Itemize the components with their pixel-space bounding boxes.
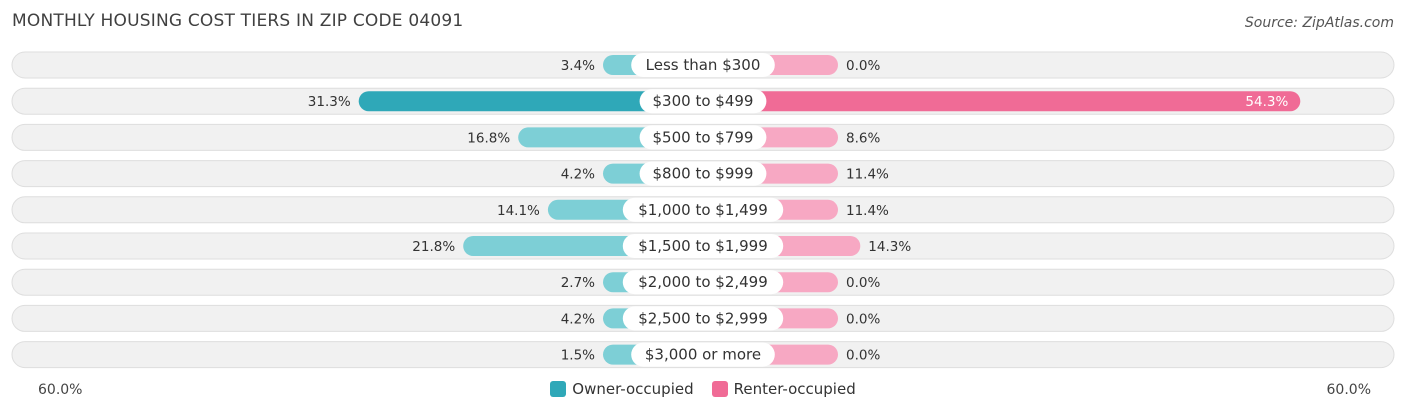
owner-value-label: 2.7% bbox=[561, 275, 595, 291]
category-label: $500 to $799 bbox=[653, 128, 754, 146]
category-label: $1,000 to $1,499 bbox=[638, 201, 768, 219]
category-label: $800 to $999 bbox=[653, 165, 754, 183]
legend-item-renter[interactable]: Renter-occupied bbox=[711, 380, 856, 398]
chart-title: MONTHLY HOUSING COST TIERS IN ZIP CODE 0… bbox=[12, 11, 464, 31]
legend-item-owner[interactable]: Owner-occupied bbox=[550, 380, 694, 398]
category-pill bbox=[639, 161, 767, 186]
axis-right-label: 60.0% bbox=[1326, 382, 1371, 398]
owner-value-label: 3.4% bbox=[561, 58, 595, 74]
legend-owner-label: Owner-occupied bbox=[572, 380, 694, 398]
renter-value-label: 54.3% bbox=[1245, 94, 1288, 110]
category-label: $2,000 to $2,499 bbox=[638, 273, 768, 291]
category-pill bbox=[631, 53, 775, 77]
owner-bar bbox=[358, 91, 703, 112]
renter-value-label: 11.4% bbox=[846, 203, 889, 219]
legend: Owner-occupied Renter-occupied bbox=[0, 380, 1406, 398]
source-text: Source: ZipAtlas.com bbox=[1244, 15, 1394, 31]
category-pill bbox=[622, 306, 784, 331]
owner-value-label: 1.5% bbox=[561, 348, 595, 364]
owner-swatch-icon bbox=[550, 381, 567, 397]
owner-value-label: 4.2% bbox=[561, 311, 595, 327]
category-pill bbox=[622, 197, 784, 222]
category-label: Less than $300 bbox=[646, 56, 761, 74]
renter-value-label: 14.3% bbox=[868, 239, 911, 255]
category-label: $1,500 to $1,999 bbox=[638, 237, 768, 255]
renter-value-label: 0.0% bbox=[846, 58, 880, 74]
owner-value-label: 16.8% bbox=[467, 130, 510, 146]
renter-value-label: 11.4% bbox=[846, 167, 889, 183]
owner-value-label: 21.8% bbox=[412, 239, 455, 255]
category-label: $3,000 or more bbox=[645, 346, 761, 364]
category-pill bbox=[622, 270, 784, 295]
renter-swatch-icon bbox=[711, 381, 728, 397]
owner-value-label: 4.2% bbox=[561, 167, 595, 183]
category-label: $2,500 to $2,999 bbox=[638, 309, 768, 327]
chart-svg: Less than $300 3.4% 0.0% $300 to $499 31.3% 5… bbox=[11, 51, 1395, 369]
renter-value-label: 0.0% bbox=[846, 275, 880, 291]
renter-value-label: 0.0% bbox=[846, 311, 880, 327]
category-pill bbox=[631, 342, 775, 367]
axis-left-label: 60.0% bbox=[38, 382, 83, 398]
legend-renter-label: Renter-occupied bbox=[733, 380, 856, 398]
owner-value-label: 14.1% bbox=[497, 203, 540, 219]
owner-value-label: 31.3% bbox=[308, 94, 351, 110]
category-label: $300 to $499 bbox=[653, 92, 754, 110]
renter-value-label: 0.0% bbox=[846, 348, 880, 364]
category-pill bbox=[639, 125, 767, 150]
renter-value-label: 8.6% bbox=[846, 130, 880, 146]
category-pill bbox=[622, 234, 784, 258]
renter-bar bbox=[703, 91, 1301, 112]
category-pill bbox=[639, 89, 767, 114]
